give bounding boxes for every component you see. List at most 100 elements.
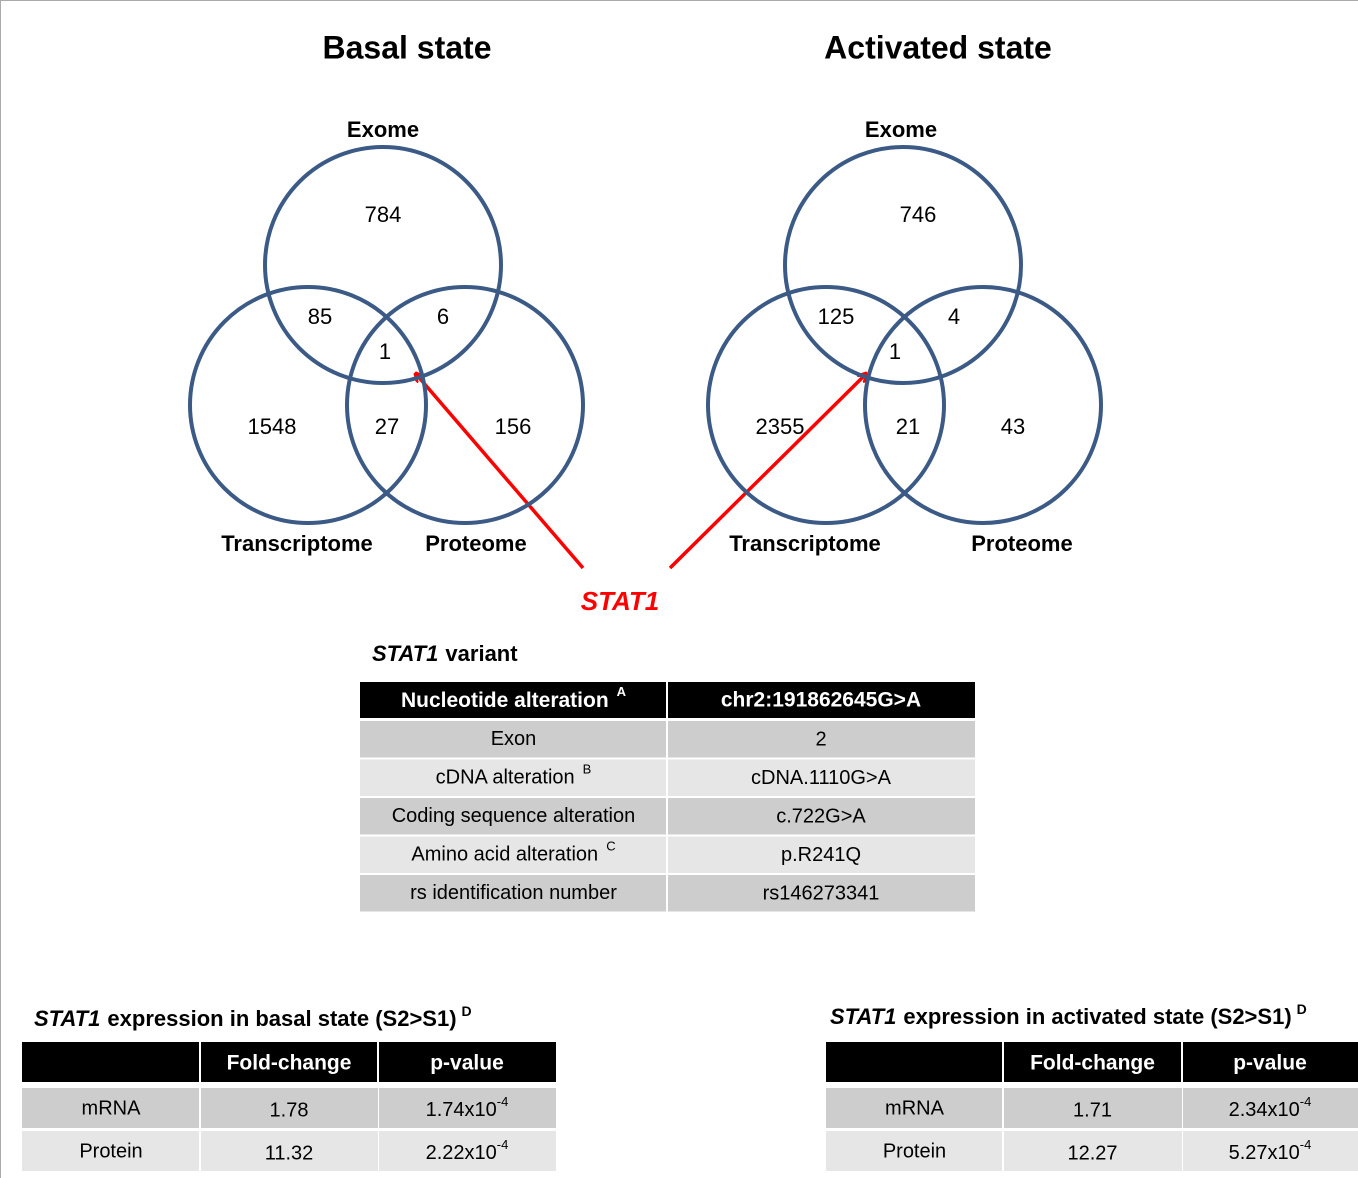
text-part: rs identification number (410, 882, 617, 904)
cell-text: p.R241Q (781, 844, 861, 866)
cell-text: mRNA (885, 1097, 945, 1119)
text-part: STAT1 (372, 641, 438, 666)
cell-text: c.722G>A (776, 805, 866, 827)
cell-text: Protein (883, 1140, 946, 1162)
row-cell (360, 721, 666, 758)
callout: STAT1 (581, 586, 659, 616)
row-cell (668, 875, 975, 912)
row-cell (360, 875, 666, 912)
row-cell (1183, 1131, 1358, 1171)
text-part: 2.22x10 (426, 1142, 497, 1164)
cell-text: 5.27x10-4 (1229, 1137, 1312, 1164)
region-count: 1 (889, 339, 901, 364)
venn-circle (783, 145, 1023, 385)
region-count: 27 (375, 414, 399, 439)
row-cell (360, 798, 666, 835)
text-part: cDNA alteration (436, 767, 575, 789)
row-cell (360, 759, 666, 796)
text-part: STAT1 (34, 1006, 100, 1031)
region-count: 1548 (248, 414, 297, 439)
row-cell (1004, 1088, 1182, 1128)
row-cell (22, 1088, 199, 1128)
text-part: expression in activated state (S2>S1) (903, 1004, 1291, 1029)
table-title: STAT1 variant (372, 641, 518, 666)
region-count: 43 (1001, 414, 1025, 439)
cell-text: 2.22x10-4 (426, 1137, 509, 1164)
text-part: D (462, 1003, 472, 1019)
region-count: 85 (308, 304, 332, 329)
region-count: 6 (437, 304, 449, 329)
cell-text: 1.71 (1073, 1099, 1112, 1121)
table-title: STAT1 expression in basal state (S2>S1) D (34, 1003, 472, 1031)
text-part: Nucleotide alteration (401, 689, 609, 712)
cell-text: Protein (79, 1140, 142, 1162)
cell-text: cDNA.1110G>A (751, 767, 892, 789)
region-count: 156 (495, 414, 532, 439)
header-row (826, 1042, 1358, 1082)
header-cell: p-value (430, 1052, 504, 1075)
text-part: A (617, 684, 627, 699)
region-count: 1 (379, 339, 391, 364)
text-part: STAT1 (830, 1004, 896, 1029)
region-count: 125 (818, 304, 855, 329)
region-count: 21 (896, 414, 920, 439)
text-part: C (606, 839, 615, 854)
text-part: Exon (491, 728, 537, 750)
cell-text: Coding sequence alteration (392, 805, 636, 827)
set-label: Exome (347, 117, 419, 142)
text-part: Amino acid alteration (411, 844, 598, 866)
venn-circle (345, 285, 585, 525)
text-part: -4 (497, 1137, 509, 1152)
text-part: -4 (497, 1094, 509, 1109)
venn-circle (263, 145, 503, 385)
cell-text: rs146273341 (763, 882, 880, 904)
cell-text: mRNA (82, 1097, 142, 1119)
text-part: D (1297, 1001, 1307, 1017)
cell-text: 2.34x10-4 (1229, 1094, 1312, 1121)
row-cell (668, 721, 975, 758)
row-cell (379, 1131, 556, 1171)
cell-text: 11.32 (265, 1142, 314, 1164)
text-part: -4 (1300, 1137, 1312, 1152)
row-cell (826, 1131, 1002, 1171)
arrow (416, 374, 585, 570)
region-count: 2355 (756, 414, 805, 439)
venn-circle (188, 285, 428, 525)
row-cell (360, 836, 666, 873)
text-part: Coding sequence alteration (392, 805, 636, 827)
venn-title: Basal state (323, 29, 492, 65)
venn-circle (863, 285, 1103, 525)
text-part: 1.74x10 (426, 1099, 497, 1121)
header-cell: Fold-change (227, 1052, 352, 1075)
set-label: Proteome (425, 531, 526, 556)
text-part: 2.34x10 (1229, 1099, 1300, 1121)
text-part: 5.27x10 (1229, 1142, 1300, 1164)
venn-title: Activated state (824, 29, 1052, 65)
header-cell: chr2:191862645G>A (721, 689, 921, 712)
header-row (22, 1042, 556, 1082)
row-cell (1183, 1088, 1358, 1128)
text-part: variant (445, 641, 518, 666)
text-part: B (583, 762, 592, 777)
row-cell (668, 759, 975, 796)
header-cell: p-value (1233, 1052, 1307, 1075)
row-cell (1004, 1131, 1182, 1171)
cell-text: rs identification number (410, 882, 617, 904)
cell-text: Amino acid alteration C (411, 839, 615, 866)
row-cell (668, 798, 975, 835)
arrow (668, 374, 866, 570)
cell-text: 1.78 (270, 1099, 309, 1121)
row-cell (826, 1088, 1002, 1128)
row-cell (22, 1131, 199, 1171)
row-cell (668, 836, 975, 873)
cell-text: 2 (815, 728, 826, 750)
set-label: Transcriptome (221, 531, 373, 556)
region-count: 784 (365, 202, 402, 227)
row-cell (201, 1131, 378, 1171)
cell-text: cDNA alteration B (436, 762, 592, 789)
table-title: STAT1 expression in activated state (S2>S… (830, 1001, 1307, 1029)
row-cell (379, 1088, 556, 1128)
